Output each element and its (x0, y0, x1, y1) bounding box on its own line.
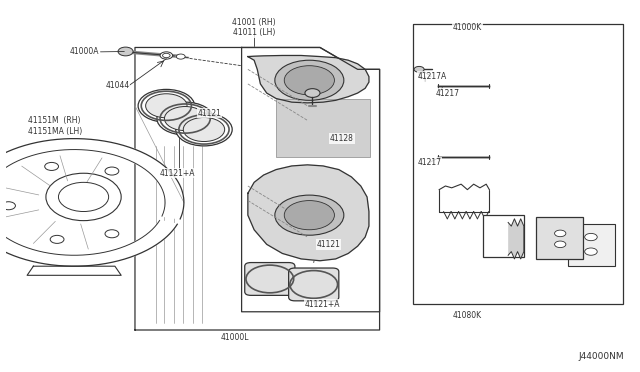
Circle shape (50, 235, 64, 243)
Circle shape (177, 54, 185, 59)
Circle shape (284, 201, 335, 230)
Text: 41001 (RH)
41011 (LH): 41001 (RH) 41011 (LH) (232, 18, 276, 37)
Circle shape (275, 195, 344, 235)
Text: 41121+A: 41121+A (160, 169, 196, 178)
Circle shape (555, 241, 566, 248)
Circle shape (118, 47, 133, 56)
Circle shape (164, 106, 206, 131)
Text: 41000L: 41000L (221, 333, 250, 342)
Bar (276, 99, 370, 157)
FancyBboxPatch shape (483, 215, 524, 257)
Text: 41217: 41217 (417, 158, 441, 167)
Polygon shape (508, 219, 524, 259)
Ellipse shape (46, 173, 121, 221)
Circle shape (414, 67, 424, 72)
Circle shape (183, 118, 225, 141)
Circle shape (275, 60, 344, 100)
FancyBboxPatch shape (536, 217, 584, 259)
Circle shape (160, 52, 173, 59)
Text: 41000A: 41000A (70, 47, 99, 56)
Polygon shape (248, 55, 369, 103)
FancyBboxPatch shape (568, 224, 615, 266)
Circle shape (284, 66, 335, 95)
Circle shape (138, 89, 195, 122)
Text: 41044: 41044 (106, 81, 130, 90)
Text: 41080K: 41080K (453, 311, 482, 320)
Circle shape (146, 94, 187, 118)
Circle shape (58, 182, 109, 212)
Circle shape (45, 163, 58, 170)
Text: 41217A: 41217A (417, 72, 447, 81)
Text: 41217: 41217 (436, 89, 460, 97)
Circle shape (2, 202, 15, 210)
Polygon shape (135, 48, 380, 330)
Text: 41128: 41128 (330, 134, 354, 143)
Circle shape (585, 248, 597, 255)
Circle shape (305, 89, 320, 97)
Polygon shape (248, 165, 369, 261)
Text: J44000NM: J44000NM (579, 352, 624, 361)
Text: 41000K: 41000K (452, 23, 482, 32)
Polygon shape (0, 139, 184, 266)
Circle shape (585, 233, 597, 241)
Text: 41121+A: 41121+A (305, 300, 340, 309)
FancyBboxPatch shape (289, 268, 339, 301)
FancyBboxPatch shape (244, 263, 295, 295)
Circle shape (105, 230, 119, 238)
Text: 41121: 41121 (317, 240, 340, 249)
Circle shape (157, 102, 213, 135)
Bar (413, 24, 623, 304)
Circle shape (163, 53, 170, 58)
Text: 41121: 41121 (198, 109, 221, 118)
Circle shape (176, 113, 232, 146)
Circle shape (105, 167, 119, 175)
Text: 41151M  (RH)
41151MA (LH): 41151M (RH) 41151MA (LH) (28, 116, 83, 135)
Circle shape (555, 230, 566, 237)
